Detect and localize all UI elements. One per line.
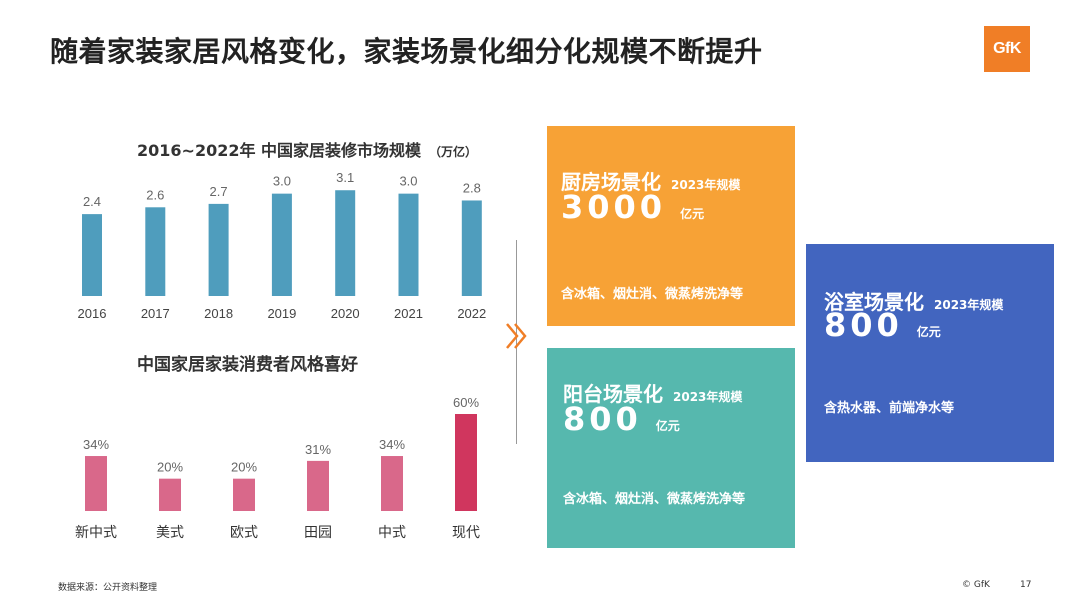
market-size-bar	[461, 200, 482, 296]
market-size-bar-chart: 2.4 2016 2.6 2017 2.7 2018 3.0 2019 3.1 2020 3.0 20…	[78, 170, 487, 321]
style-preference-data-label: 20%	[231, 460, 257, 475]
page-title: 随着家装家居风格变化，家装场景化细分化规模不断提升	[50, 35, 763, 68]
market-size-year-label: 2022	[457, 306, 486, 321]
market-size-chart-title: 2016~2022年 中国家居装修市场规模 （万亿）	[137, 137, 477, 161]
market-size-bar	[145, 207, 166, 296]
kitchen-card-title: 厨房场景化	[561, 170, 661, 194]
market-size-year-label: 2021	[394, 306, 423, 321]
balcony-card-value: 800	[563, 400, 642, 438]
balcony-card-desc: 含冰箱、烟灶消、微蒸烤洗净等	[563, 492, 746, 507]
style-preference-bar-chart: 34% 新中式 20% 美式 20% 欧式 31% 田园 34% 中式 60% 现代	[75, 395, 480, 541]
bathroom-card-desc: 含热水器、前端净水等	[824, 401, 955, 416]
bathroom-card-year-label: 2023年规模	[934, 298, 1004, 312]
source-note: 数据来源：公开资料整理	[58, 583, 158, 593]
kitchen-card-year-label: 2023年规模	[671, 178, 741, 192]
style-preference-category-label: 现代	[452, 525, 480, 541]
market-size-bar	[335, 190, 356, 296]
market-size-data-label: 2.6	[146, 187, 164, 202]
market-size-bar	[398, 193, 419, 296]
market-size-data-label: 2.7	[210, 184, 228, 199]
double-chevron-right-icon	[506, 323, 527, 349]
market-size-year-label: 2020	[331, 306, 360, 321]
balcony-card-title: 阳台场景化	[563, 382, 663, 406]
gfk-logo: GfK	[984, 26, 1030, 72]
market-size-data-label: 3.0	[273, 174, 291, 189]
bathroom-card-value: 800	[824, 306, 903, 344]
divider-line	[516, 240, 517, 444]
market-size-data-label: 3.1	[336, 170, 354, 185]
market-size-title-text: 2016~2022年 中国家居装修市场规模	[137, 141, 422, 160]
balcony-scenario-card: 阳台场景化 2023年规模 800 亿元 含冰箱、烟灶消、微蒸烤洗净等	[547, 348, 795, 548]
market-size-data-label: 2.4	[83, 194, 101, 209]
page-number: 17	[1020, 580, 1032, 590]
style-preference-data-label: 34%	[379, 437, 405, 452]
market-size-year-label: 2016	[78, 306, 107, 321]
kitchen-card-unit: 亿元	[680, 207, 705, 221]
balcony-card-year-label: 2023年规模	[673, 390, 743, 404]
kitchen-scenario-card: 厨房场景化 2023年规模 3000 亿元 含冰箱、烟灶消、微蒸烤洗净等	[547, 126, 795, 326]
market-size-bar	[208, 203, 229, 296]
market-size-bar	[271, 193, 292, 296]
style-preference-category-label: 田园	[304, 525, 332, 541]
style-preference-bar	[307, 460, 329, 511]
market-size-year-label: 2019	[267, 306, 296, 321]
style-preference-data-label: 31%	[305, 442, 331, 457]
style-preference-category-label: 美式	[156, 525, 184, 541]
style-preference-data-label: 20%	[157, 460, 183, 475]
style-preference-bar	[159, 478, 181, 511]
kitchen-card-value: 3000	[561, 188, 667, 226]
style-preference-category-label: 欧式	[230, 525, 258, 541]
market-size-data-label: 3.0	[399, 174, 417, 189]
balcony-card-unit: 亿元	[655, 419, 680, 433]
market-size-unit: （万亿）	[429, 145, 478, 159]
style-preference-data-label: 34%	[83, 437, 109, 452]
style-preference-category-label: 新中式	[75, 525, 117, 541]
kitchen-card-desc: 含冰箱、烟灶消、微蒸烤洗净等	[561, 287, 744, 302]
style-preference-bar	[455, 414, 477, 511]
market-size-year-label: 2018	[204, 306, 233, 321]
style-preference-bar	[381, 456, 403, 511]
bathroom-card-unit: 亿元	[916, 325, 941, 339]
market-size-year-label: 2017	[141, 306, 170, 321]
style-preference-category-label: 中式	[378, 525, 406, 541]
style-preference-data-label: 60%	[453, 395, 479, 410]
copyright: © GfK	[962, 580, 990, 590]
style-preference-chart-title: 中国家居家装消费者风格喜好	[137, 355, 358, 375]
market-size-data-label: 2.8	[463, 180, 481, 195]
bathroom-card-title: 浴室场景化	[824, 290, 924, 314]
bathroom-scenario-card: 浴室场景化 2023年规模 800 亿元 含热水器、前端净水等	[806, 244, 1054, 462]
style-preference-bar	[85, 456, 107, 511]
style-preference-bar	[233, 478, 255, 511]
market-size-bar	[82, 214, 102, 296]
